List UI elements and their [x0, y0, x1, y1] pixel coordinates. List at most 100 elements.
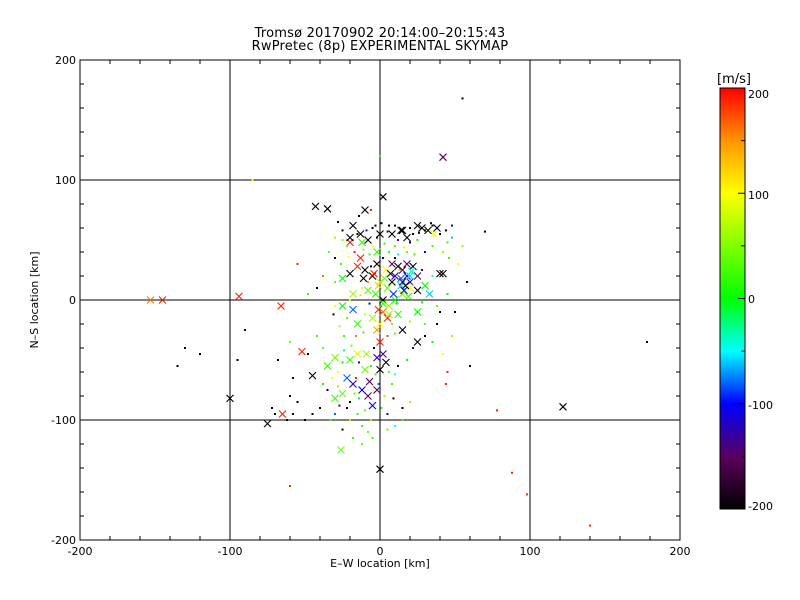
scatter-point-cross [376, 338, 384, 346]
scatter-point-cross [376, 320, 384, 328]
scatter-point-dot [277, 359, 279, 361]
scatter-point-cross [379, 299, 387, 308]
scatter-point-cross [425, 290, 434, 298]
scatter-point-dot [184, 347, 186, 349]
scatter-point-dot [413, 253, 416, 256]
scatter-point-dot [386, 230, 389, 233]
scatter-point-cross [413, 221, 422, 230]
scatter-point-dot [442, 251, 444, 253]
scatter-point-dot [364, 313, 366, 316]
scatter-point-dot [349, 299, 351, 301]
scatter-point-dot [286, 419, 288, 421]
scatter-point-dot [431, 341, 434, 343]
scatter-point-cross [362, 350, 371, 358]
scatter-point-cross [401, 281, 410, 290]
scatter-point-cross [379, 192, 387, 201]
scatter-point-cross [406, 278, 414, 286]
scatter-point-cross [374, 305, 383, 314]
x-tick-label: -100 [218, 545, 243, 558]
scatter-point-dot [346, 317, 348, 319]
scatter-point-cross [343, 374, 351, 382]
scatter-point-dot [421, 301, 423, 304]
scatter-point-dot [244, 329, 246, 331]
scatter-point-dot [406, 359, 408, 361]
scatter-point-dot [362, 331, 365, 334]
scatter-point-dot [380, 222, 383, 225]
scatter-point-cross [389, 290, 398, 298]
scatter-point-dot [394, 425, 396, 427]
scatter-point-cross [413, 308, 422, 316]
scatter-point-dot [448, 257, 450, 259]
scatter-point-dot [319, 407, 321, 409]
scatter-point-dot [332, 313, 335, 316]
chart-title: Tromsø 20170902 20:14:00–20:15:43 [254, 26, 506, 41]
scatter-point-dot [337, 221, 339, 223]
scatter-point-dot [430, 222, 432, 225]
scatter-point-dot [350, 344, 353, 347]
scatter-point-cross [361, 206, 369, 214]
scatter-point-cross [368, 314, 377, 322]
scatter-point-dot [388, 224, 390, 227]
scatter-point-cross [413, 286, 422, 295]
scatter-point-cross [391, 272, 399, 280]
scatter-point-dot [388, 251, 390, 253]
x-tick-label: -200 [68, 545, 93, 558]
scatter-point-dot [334, 257, 336, 259]
scatter-point-cross [308, 371, 317, 380]
scatter-point-cross [398, 226, 407, 235]
scatter-point-dot [398, 269, 401, 271]
scatter-point-cross [439, 153, 447, 162]
scatter-point-dot [511, 471, 513, 474]
scatter-point-dot [409, 320, 411, 323]
scatter-point-dot [383, 242, 386, 245]
scatter-point-cross [346, 233, 354, 242]
y-axis-label: N–S location [km] [28, 251, 41, 348]
scatter-point-cross [391, 296, 399, 304]
scatter-point-dot [353, 392, 356, 395]
scatter-point-dot [361, 287, 363, 289]
scatter-point-cross [331, 394, 339, 403]
scatter-point-dot [236, 359, 239, 361]
scatter-point-dot [374, 224, 377, 227]
scatter-point-dot [355, 377, 357, 379]
scatter-point-dot [416, 239, 419, 241]
scatter-point-dot [337, 371, 339, 373]
scatter-point-dot [340, 263, 342, 265]
scatter-point-dot [343, 349, 345, 352]
chart-subtitle: RwPretec (8p) EXPERIMENTAL SKYMAP [251, 39, 509, 54]
scatter-point-dot [371, 227, 374, 229]
scatter-point-dot [412, 347, 414, 349]
scatter-point-cross [376, 465, 384, 474]
scatter-point-cross [398, 266, 407, 274]
scatter-point-dot [289, 341, 291, 343]
scatter-point-cross [403, 260, 411, 268]
scatter-point-dot [358, 361, 360, 364]
scatter-point-dot [397, 365, 399, 367]
scatter-point-dot [316, 287, 318, 289]
scatter-point-dot [421, 269, 423, 271]
scatter-point-dot [341, 229, 344, 232]
scatter-point-dot [451, 224, 453, 227]
scatter-point-cross [361, 266, 369, 274]
x-tick-label: 200 [670, 545, 691, 558]
scatter-point-cross [418, 224, 426, 232]
scatter-point-dot [409, 227, 411, 229]
scatter-point-dot [439, 311, 441, 313]
scatter-point-cross [421, 281, 429, 290]
scatter-point-dot [418, 231, 420, 234]
scatter-point-dot [376, 236, 378, 239]
scatter-point-dot [451, 335, 453, 337]
scatter-point-cross [373, 248, 381, 256]
scatter-point-dot [356, 233, 359, 235]
scatter-point-dot [439, 233, 441, 235]
scatter-point-dot [377, 383, 380, 385]
scatter-point-dot [446, 293, 449, 295]
y-tick-label: 0 [69, 294, 76, 307]
colorbar-tick-label: -100 [748, 399, 773, 412]
scatter-point-dot [386, 428, 389, 431]
scatter-point-dot [334, 281, 336, 283]
scatter-point-cross [323, 204, 332, 213]
scatter-point-dot [380, 407, 383, 409]
y-tick-label: 200 [55, 54, 76, 67]
